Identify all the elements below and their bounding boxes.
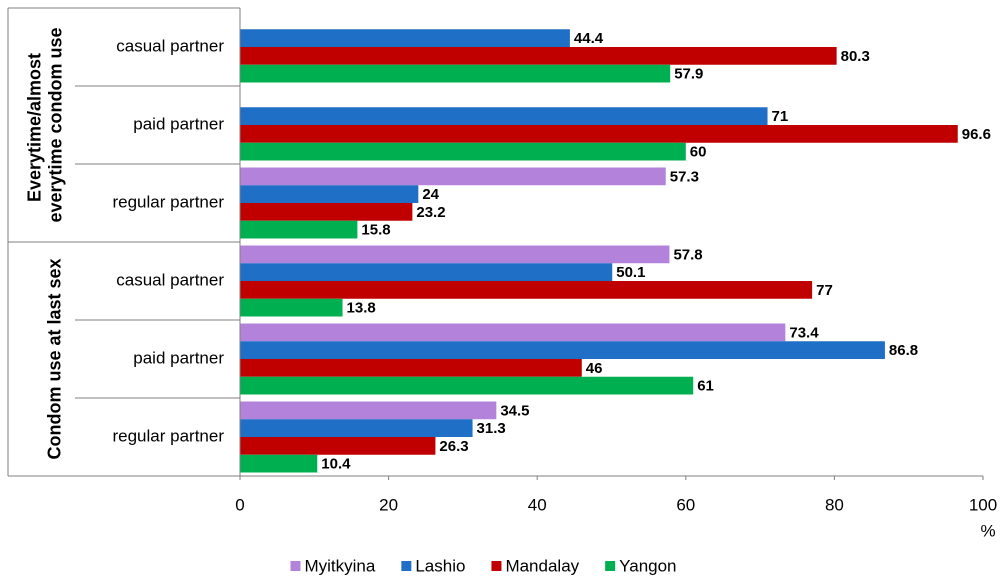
value-label-bg bbox=[319, 455, 355, 472]
bar bbox=[240, 359, 582, 377]
value-label-bg bbox=[437, 438, 473, 454]
bar bbox=[240, 185, 419, 203]
value-label-bg bbox=[583, 360, 607, 376]
value-label: 15.8 bbox=[361, 222, 390, 239]
legend-item: Yangon bbox=[605, 556, 677, 575]
value-label-bg bbox=[614, 264, 650, 280]
value-label-bg bbox=[667, 168, 703, 185]
value-label: 50.1 bbox=[616, 264, 645, 281]
value-label-bg bbox=[671, 246, 707, 263]
value-label: 26.3 bbox=[439, 438, 468, 455]
x-tick-label: 0 bbox=[235, 495, 244, 514]
bar bbox=[240, 376, 694, 395]
legend-swatch bbox=[290, 561, 301, 571]
value-label: 31.3 bbox=[477, 420, 506, 437]
value-label: 73.4 bbox=[789, 324, 819, 341]
value-label-bg bbox=[695, 377, 718, 394]
value-label: 57.8 bbox=[673, 246, 702, 263]
category-label: casual partner bbox=[116, 36, 224, 55]
x-tick-label: 60 bbox=[676, 495, 695, 514]
bar bbox=[240, 281, 813, 299]
value-label: 71 bbox=[772, 108, 789, 125]
value-label: 10.4 bbox=[321, 456, 351, 473]
value-label: 57.3 bbox=[670, 168, 699, 185]
value-label-bg bbox=[571, 30, 608, 46]
legend-swatch bbox=[605, 561, 616, 571]
value-label-bg bbox=[474, 420, 510, 436]
value-label: 46 bbox=[586, 360, 603, 377]
bar bbox=[240, 64, 671, 83]
value-label-bg bbox=[687, 143, 711, 160]
x-tick-label: 20 bbox=[379, 495, 398, 514]
legend-item: Lashio bbox=[401, 556, 465, 575]
bar bbox=[240, 203, 413, 221]
value-label-bg bbox=[420, 186, 444, 202]
group-label: Condom use at last sex bbox=[44, 258, 64, 459]
bar bbox=[240, 125, 958, 143]
value-label-bg bbox=[414, 204, 450, 220]
value-label-bg bbox=[959, 126, 995, 142]
value-label: 61 bbox=[697, 378, 714, 395]
legend-label: Myitkyina bbox=[304, 556, 375, 575]
value-label: 60 bbox=[690, 144, 707, 161]
category-label: regular partner bbox=[112, 192, 224, 211]
bar bbox=[240, 323, 786, 342]
legend-label: Mandalay bbox=[505, 556, 579, 575]
value-label: 13.8 bbox=[347, 300, 376, 317]
x-tick-label: 80 bbox=[825, 495, 844, 514]
value-label: 80.3 bbox=[841, 48, 870, 65]
value-label: 86.8 bbox=[889, 342, 918, 359]
bar bbox=[240, 401, 497, 420]
value-label: 34.5 bbox=[500, 402, 529, 419]
legend-swatch bbox=[401, 561, 412, 571]
value-label: 23.2 bbox=[416, 204, 445, 221]
value-label-bg bbox=[359, 221, 395, 238]
value-label: 24 bbox=[422, 186, 439, 203]
category-label: paid partner bbox=[133, 348, 224, 367]
bar bbox=[240, 142, 686, 161]
group-label: Everytime/almost everytime condom use bbox=[24, 27, 65, 222]
value-label-bg bbox=[814, 282, 837, 298]
legend-item: Mandalay bbox=[491, 556, 580, 575]
value-label-bg bbox=[886, 342, 923, 358]
bar bbox=[240, 263, 613, 281]
value-label: 57.9 bbox=[674, 66, 703, 83]
bar bbox=[240, 341, 885, 359]
bar bbox=[240, 220, 358, 239]
bar bbox=[240, 167, 666, 186]
bar bbox=[240, 245, 670, 264]
legend-label: Yangon bbox=[619, 556, 676, 575]
value-label-bg bbox=[344, 299, 380, 316]
legend-swatch bbox=[491, 561, 502, 571]
value-label: 77 bbox=[816, 282, 833, 299]
bar bbox=[240, 298, 343, 317]
category-label: paid partner bbox=[133, 114, 224, 133]
category-label: regular partner bbox=[112, 426, 224, 445]
value-label-bg bbox=[672, 65, 708, 82]
value-label-bg bbox=[838, 48, 874, 64]
bar bbox=[240, 107, 768, 125]
bar bbox=[240, 454, 318, 473]
bar bbox=[240, 47, 837, 65]
legend-item: Myitkyina bbox=[290, 556, 376, 575]
x-axis-label: % bbox=[980, 521, 995, 540]
legend-label: Lashio bbox=[415, 556, 465, 575]
value-label-bg bbox=[498, 402, 534, 419]
x-tick-label: 100 bbox=[969, 495, 997, 514]
bar bbox=[240, 29, 570, 47]
x-tick-label: 40 bbox=[528, 495, 547, 514]
value-label-bg bbox=[769, 108, 793, 124]
value-label: 96.6 bbox=[962, 126, 991, 143]
bar bbox=[240, 419, 473, 437]
category-label: casual partner bbox=[116, 270, 224, 289]
value-label-bg bbox=[787, 324, 823, 341]
bar bbox=[240, 437, 436, 455]
value-label: 44.4 bbox=[574, 30, 604, 47]
